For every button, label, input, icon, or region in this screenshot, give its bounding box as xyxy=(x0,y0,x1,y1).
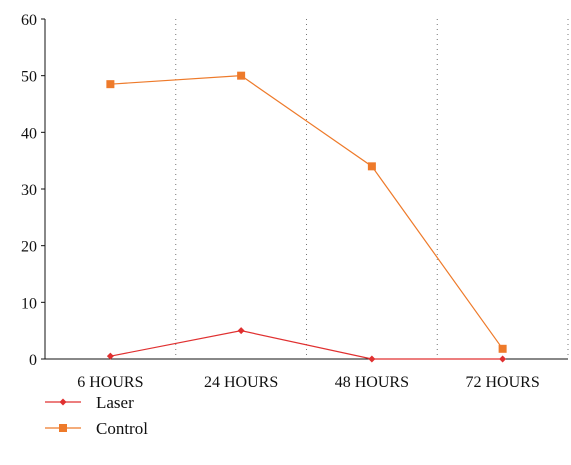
x-tick-label: 24 HOURS xyxy=(204,374,278,391)
x-tick-label: 48 HOURS xyxy=(335,374,409,391)
y-tick-labels: 0 10 20 30 40 50 60 xyxy=(21,12,45,369)
data-point xyxy=(499,355,507,363)
legend-label: Laser xyxy=(96,393,134,412)
x-tick-label: 72 HOURS xyxy=(466,374,540,391)
y-tick-label: 50 xyxy=(21,69,37,86)
y-tick-label: 20 xyxy=(21,239,37,256)
grid-lines xyxy=(175,19,569,359)
y-tick-label: 40 xyxy=(21,125,37,142)
legend-label: Control xyxy=(96,419,148,438)
y-tick-label: 0 xyxy=(29,352,37,369)
y-tick-label: 30 xyxy=(21,182,37,199)
series xyxy=(106,71,507,363)
data-point xyxy=(498,344,507,353)
data-point xyxy=(106,352,114,360)
data-point xyxy=(106,80,115,89)
series-control xyxy=(106,71,507,353)
data-point xyxy=(237,71,246,80)
y-tick-label: 10 xyxy=(21,295,37,312)
x-tick-labels: 6 HOURS 24 HOURS 48 HOURS 72 HOURS xyxy=(77,374,539,391)
legend-item-control: Control xyxy=(45,419,148,438)
data-point xyxy=(368,355,376,363)
legend-swatch-marker xyxy=(59,424,67,432)
data-point xyxy=(367,162,376,171)
series-line xyxy=(110,75,504,350)
y-tick-label: 60 xyxy=(21,12,37,29)
legend: Laser Control xyxy=(45,393,148,438)
series-line xyxy=(110,330,503,360)
series-laser xyxy=(106,327,507,363)
data-point xyxy=(237,327,245,335)
x-tick-label: 6 HOURS xyxy=(77,374,143,391)
legend-swatch-marker xyxy=(59,398,67,406)
legend-item-laser: Laser xyxy=(45,393,134,412)
